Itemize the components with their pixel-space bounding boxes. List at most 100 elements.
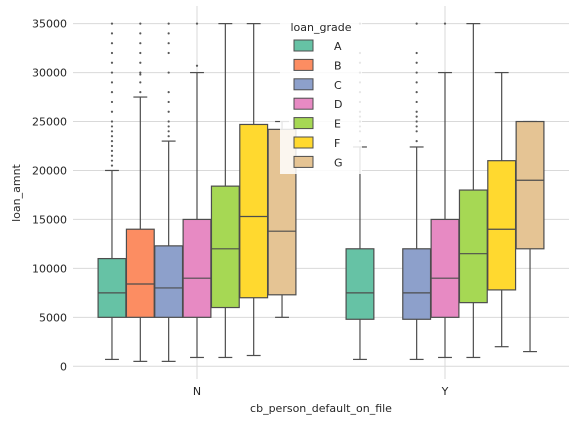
legend-item-A: A [293, 39, 342, 53]
box-F-Y [487, 71, 517, 348]
legend-item-B: B [293, 58, 342, 72]
legend-item-C: C [293, 78, 342, 92]
box-body [487, 160, 517, 291]
y-tick-label: 35000 [32, 18, 67, 31]
outlier-point [110, 81, 114, 84]
outlier-point [139, 81, 142, 84]
box-body [239, 123, 269, 299]
outlier-point [167, 100, 170, 104]
outlier-point [110, 32, 114, 35]
outlier-point [167, 120, 170, 123]
outlier-point [110, 130, 114, 133]
outlier-point [195, 22, 199, 25]
outlier-point [167, 51, 170, 55]
legend-label: C [334, 79, 342, 92]
legend-label: E [334, 118, 341, 131]
legend-label: D [334, 98, 342, 111]
outlier-point [110, 51, 114, 55]
box-E-Y [458, 23, 488, 359]
box-body [458, 189, 488, 304]
outlier-point [415, 22, 418, 25]
outlier-point [110, 91, 114, 94]
outlier-point [167, 32, 170, 35]
legend-item-D: D [293, 97, 342, 111]
box-body [182, 218, 212, 318]
outlier-point [167, 135, 170, 138]
y-tick-label: 20000 [32, 164, 67, 177]
legend-swatch [293, 136, 314, 149]
outlier-point [167, 42, 170, 45]
y-axis-title: loan_amnt [10, 163, 23, 221]
x-tick-label: N [193, 385, 201, 398]
legend-label: B [334, 59, 342, 72]
box-body [430, 218, 460, 318]
legend-swatch [293, 155, 314, 168]
outlier-point [110, 61, 114, 64]
outlier-point [195, 64, 199, 67]
outlier-point [110, 42, 114, 45]
outlier-point [167, 91, 170, 94]
box-body [154, 245, 184, 318]
legend-item-F: F [293, 136, 340, 150]
legend-swatch [293, 78, 314, 91]
outlier-point [415, 51, 418, 55]
legend-swatch [293, 58, 314, 71]
outlier-point [110, 125, 114, 128]
outlier-point [139, 91, 142, 94]
outlier-point [415, 100, 418, 104]
box-E-N [210, 23, 240, 359]
box-D-Y [430, 22, 460, 359]
outlier-point [110, 164, 114, 167]
legend-item-E: E [293, 117, 341, 131]
outlier-point [415, 120, 418, 123]
legend-swatch [293, 117, 314, 130]
y-tick-label: 15000 [32, 213, 67, 226]
legend-swatch [293, 97, 314, 110]
outlier-point [110, 149, 114, 152]
outlier-point [139, 22, 142, 25]
outlier-point [415, 81, 418, 84]
legend-label: G [334, 156, 343, 169]
x-axis-title: cb_person_default_on_file [250, 402, 392, 415]
outlier-point [139, 42, 142, 45]
outlier-point [139, 71, 142, 74]
box-series-layer [97, 22, 545, 362]
outlier-point [139, 32, 142, 35]
y-tick-label: 10000 [32, 262, 67, 275]
outlier-point [415, 110, 418, 113]
box-body [125, 228, 155, 318]
y-tick-label: 0 [60, 360, 67, 373]
outlier-point [110, 144, 114, 148]
legend-item-G: G [293, 155, 343, 169]
box-F-N [239, 23, 269, 357]
outlier-point [415, 71, 418, 74]
box-D-N [182, 22, 212, 359]
outlier-point [415, 125, 418, 128]
y-tick-label: 25000 [32, 116, 67, 129]
legend-frame [280, 16, 362, 174]
outlier-point [110, 154, 114, 157]
legend-swatch [293, 39, 314, 52]
outlier-point [415, 115, 418, 118]
outlier-point [110, 135, 114, 138]
outlier-point [110, 71, 114, 74]
box-C-N [154, 22, 184, 362]
box-B-N [125, 22, 155, 362]
legend-label: F [334, 137, 340, 150]
outlier-point [110, 22, 114, 25]
outlier-point [167, 130, 170, 133]
box-A-N [97, 22, 127, 361]
legend-label: A [334, 40, 342, 53]
box-body [97, 257, 127, 318]
x-tick-label: Y [441, 385, 449, 398]
box-body [515, 120, 545, 250]
box-G-Y [515, 120, 545, 353]
outlier-point [167, 125, 170, 128]
outlier-point [110, 110, 114, 113]
y-tick-label: 30000 [32, 67, 67, 80]
outlier-point [415, 61, 418, 64]
outlier-point [110, 120, 114, 123]
